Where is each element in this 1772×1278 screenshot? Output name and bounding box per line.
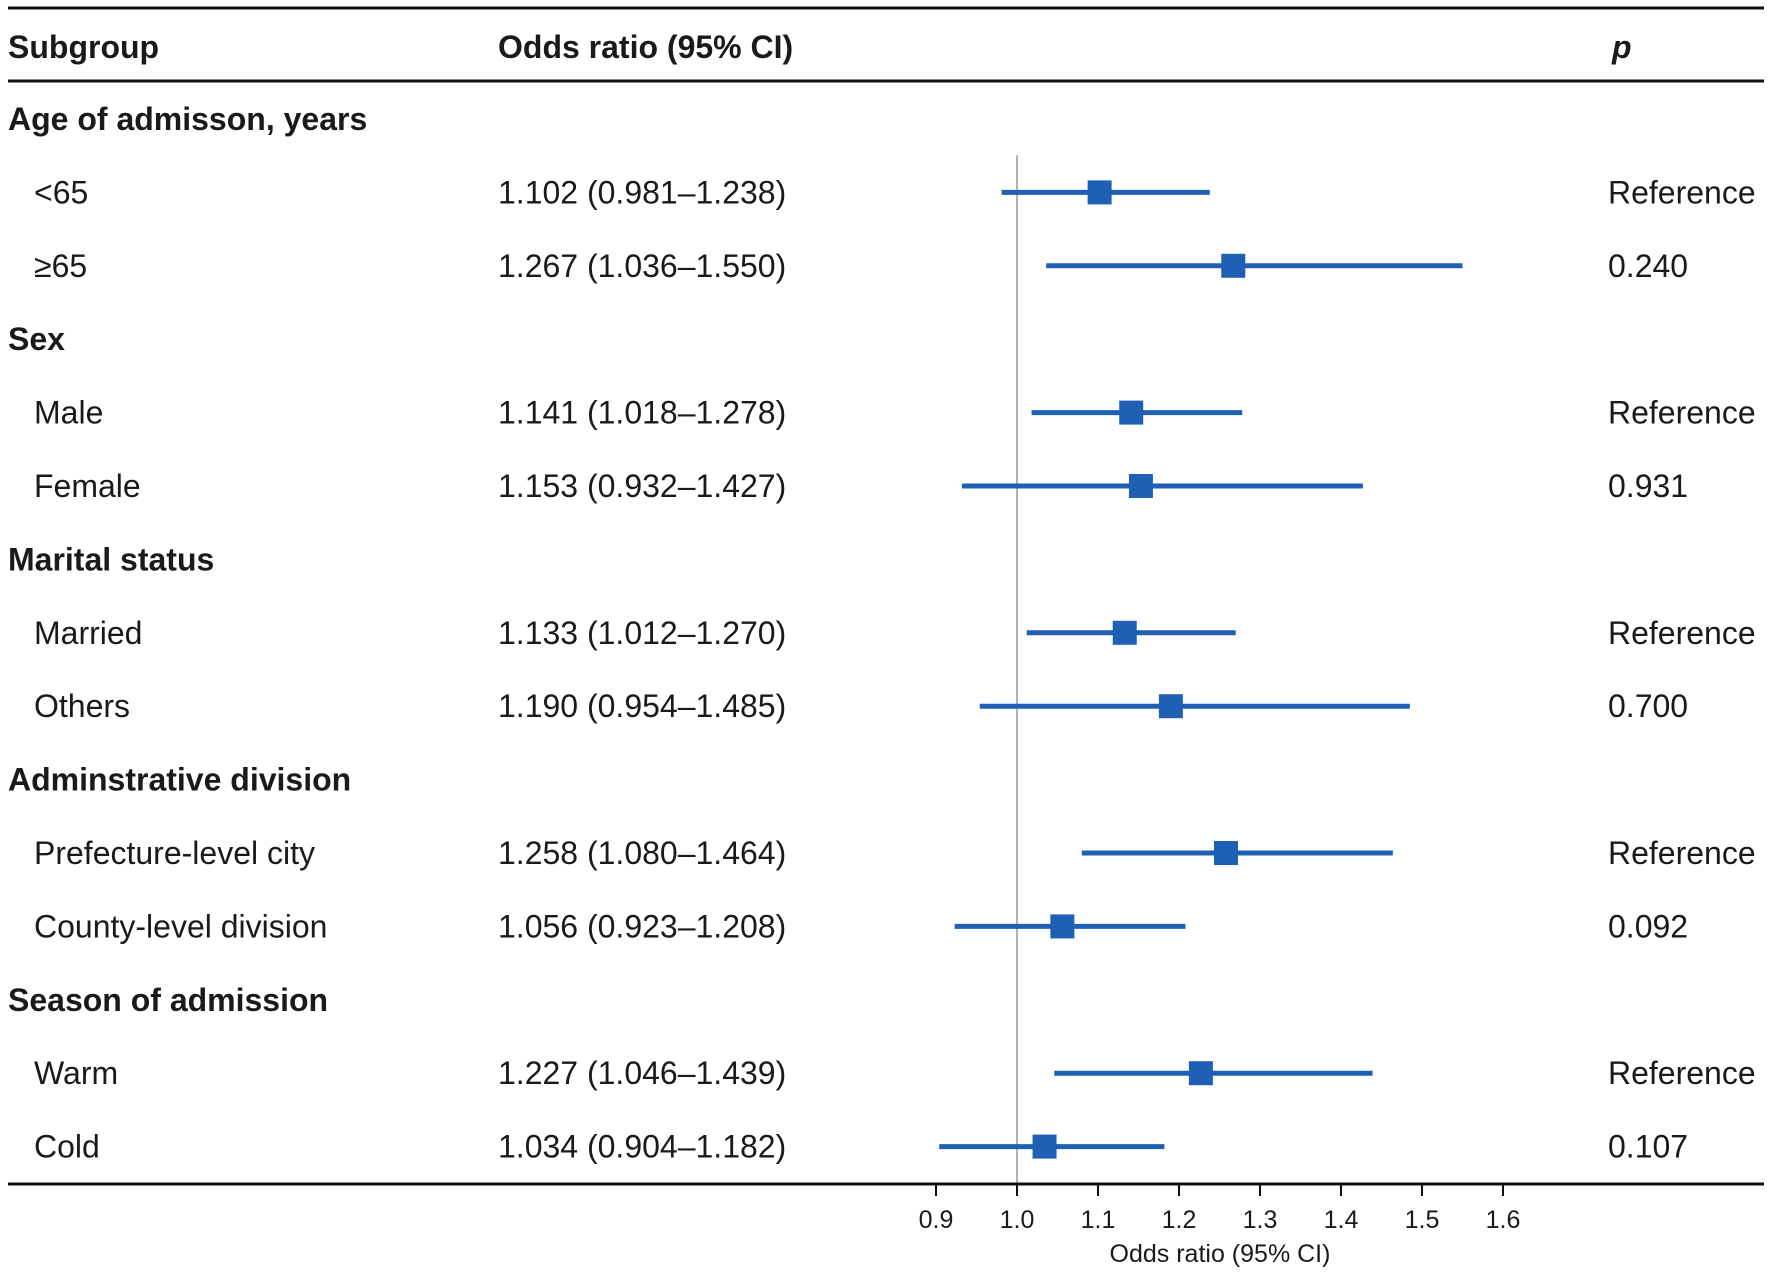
p-value: 0.700 [1608, 688, 1688, 724]
point-estimate-marker [1188, 1061, 1213, 1086]
subgroup-label: <65 [34, 174, 88, 210]
odds-ratio-text: 1.267 (1.036–1.550) [498, 248, 786, 284]
point-estimate-marker [1032, 1134, 1057, 1159]
table-row: Cold 1.034 (0.904–1.182) 0.107 [34, 1129, 1688, 1165]
p-value: 0.240 [1608, 248, 1688, 284]
x-tick-label: 1.1 [1081, 1206, 1116, 1234]
p-value: Reference [1608, 835, 1756, 871]
x-tick-label: 1.3 [1243, 1206, 1278, 1234]
p-value: Reference [1608, 615, 1756, 651]
table-row: ≥65 1.267 (1.036–1.550) 0.240 [34, 248, 1688, 284]
point-estimate-marker [1158, 694, 1183, 719]
group-label: Season of admission [8, 982, 328, 1018]
group-label: Adminstrative division [8, 762, 351, 798]
point-estimate-marker [1050, 914, 1075, 939]
header-odds-ratio: Odds ratio (95% CI) [498, 29, 793, 65]
header-p: p [1611, 29, 1632, 65]
subgroup-label: Married [34, 615, 142, 651]
x-tick-label: 1.4 [1324, 1206, 1359, 1234]
odds-ratio-text: 1.133 (1.012–1.270) [498, 615, 786, 651]
table-row: Prefecture-level city 1.258 (1.080–1.464)… [34, 835, 1756, 871]
table-row: Warm 1.227 (1.046–1.439) Reference [34, 1055, 1756, 1091]
table-row: <65 1.102 (0.981–1.238) Reference [34, 174, 1756, 210]
subgroup-label: Warm [34, 1055, 118, 1091]
x-axis: 0.9 1.0 1.1 1.2 1.3 1.4 1.5 1.6 [919, 1182, 1521, 1234]
table-row: Male 1.141 (1.018–1.278) Reference [34, 395, 1756, 431]
subgroup-label: Female [34, 468, 141, 504]
subgroup-label: ≥65 [34, 248, 87, 284]
odds-ratio-text: 1.056 (0.923–1.208) [498, 908, 786, 944]
odds-ratio-text: 1.190 (0.954–1.485) [498, 688, 786, 724]
p-value: Reference [1608, 1055, 1756, 1091]
group-label: Sex [8, 321, 65, 357]
point-estimate-marker [1119, 400, 1144, 425]
table-row: County-level division 1.056 (0.923–1.208)… [34, 908, 1688, 944]
subgroup-label: Male [34, 395, 103, 431]
x-tick-label: 1.0 [1000, 1206, 1035, 1234]
subgroup-label: Cold [34, 1129, 100, 1165]
p-value: 0.092 [1608, 908, 1688, 944]
table-row: Female 1.153 (0.932–1.427) 0.931 [34, 468, 1688, 504]
group-label: Marital status [8, 541, 214, 577]
subgroup-label: Prefecture-level city [34, 835, 315, 871]
p-value: 0.931 [1608, 468, 1688, 504]
header-subgroup: Subgroup [8, 29, 159, 65]
point-estimate-marker [1112, 620, 1137, 645]
subgroup-label: County-level division [34, 908, 327, 944]
x-tick-label: 0.9 [919, 1206, 954, 1234]
x-tick-label: 1.2 [1162, 1206, 1197, 1234]
odds-ratio-text: 1.102 (0.981–1.238) [498, 174, 786, 210]
odds-ratio-text: 1.141 (1.018–1.278) [498, 395, 786, 431]
p-value: Reference [1608, 395, 1756, 431]
x-tick-label: 1.6 [1486, 1206, 1521, 1234]
odds-ratio-text: 1.153 (0.932–1.427) [498, 468, 786, 504]
p-value: 0.107 [1608, 1129, 1688, 1165]
point-estimate-marker [1213, 841, 1238, 865]
point-estimate-marker [1128, 474, 1153, 498]
group-label: Age of admisson, years [8, 101, 367, 137]
table-row: Married 1.133 (1.012–1.270) Reference [34, 615, 1756, 651]
x-tick-label: 1.5 [1405, 1206, 1440, 1234]
point-estimate-marker [1221, 253, 1246, 278]
table-row: Others 1.190 (0.954–1.485) 0.700 [34, 688, 1688, 724]
p-value: Reference [1608, 174, 1756, 210]
table-body: Age of admisson, years <65 1.102 (0.981–1.… [8, 101, 1756, 1184]
odds-ratio-text: 1.034 (0.904–1.182) [498, 1129, 786, 1165]
odds-ratio-text: 1.227 (1.046–1.439) [498, 1055, 786, 1091]
point-estimate-marker [1087, 180, 1112, 205]
x-axis-label: Odds ratio (95% CI) [1110, 1240, 1331, 1268]
subgroup-label: Others [34, 688, 130, 724]
odds-ratio-text: 1.258 (1.080–1.464) [498, 835, 786, 871]
